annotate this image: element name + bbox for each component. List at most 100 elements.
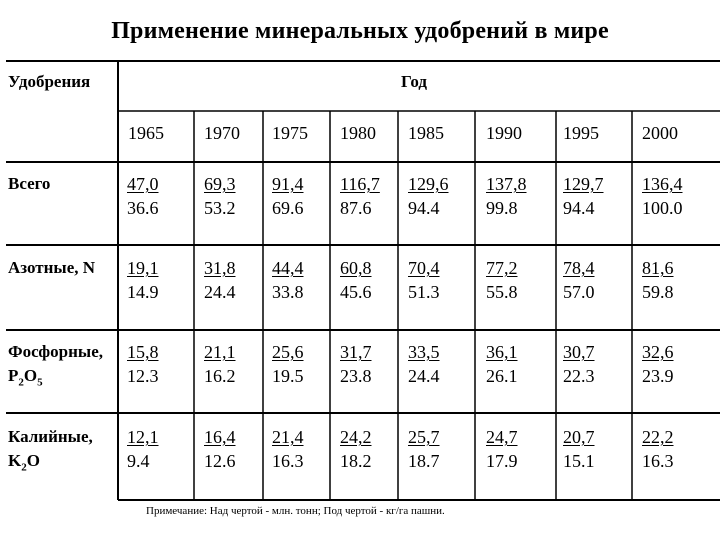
table-cell: 21,4 16.3 (272, 425, 304, 473)
cell-value-per-hectare: 36.6 (127, 198, 159, 218)
table-cell: 25,7 18.7 (408, 425, 440, 473)
cell-value-tonnes: 70,4 (408, 258, 440, 278)
table-cell: 12,1 9.4 (127, 425, 159, 473)
cell-value-per-hectare: 87.6 (340, 198, 372, 218)
year-header: 1975 (272, 123, 308, 143)
cell-value-tonnes: 19,1 (127, 258, 159, 278)
cell-value-per-hectare: 15.1 (563, 451, 595, 471)
table-cell: 78,4 57.0 (563, 256, 595, 304)
cell-value-per-hectare: 57.0 (563, 282, 595, 302)
cell-value-tonnes: 31,8 (204, 258, 236, 278)
table-cell: 116,7 87.6 (340, 172, 380, 220)
cell-value-per-hectare: 69.6 (272, 198, 304, 218)
table-cell: 44,4 33.8 (272, 256, 304, 304)
row-label-phosphorus: Фосфорные, P2O5 (8, 340, 103, 394)
cell-value-tonnes: 47,0 (127, 174, 159, 194)
table-cell: 21,1 16.2 (204, 340, 236, 388)
table-cell: 81,6 59.8 (642, 256, 674, 304)
cell-value-per-hectare: 94.4 (408, 198, 440, 218)
cell-value-per-hectare: 17.9 (486, 451, 518, 471)
year-header: 1965 (128, 123, 164, 143)
cell-value-per-hectare: 22.3 (563, 366, 595, 386)
cell-value-tonnes: 33,5 (408, 342, 440, 362)
column-header-fertilizers: Удобрения (8, 72, 91, 91)
cell-value-per-hectare: 12.6 (204, 451, 236, 471)
table-cell: 70,4 51.3 (408, 256, 440, 304)
cell-value-per-hectare: 9.4 (127, 451, 150, 471)
table-cell: 36,1 26.1 (486, 340, 518, 388)
formula-symbol: O (23, 366, 38, 385)
cell-value-tonnes: 137,8 (486, 174, 527, 194)
formula-symbol: K (8, 451, 22, 470)
table-cell: 31,7 23.8 (340, 340, 372, 388)
cell-value-per-hectare: 12.3 (127, 366, 159, 386)
formula-symbol: O (26, 451, 40, 470)
cell-value-tonnes: 32,6 (642, 342, 674, 362)
table-cell: 91,4 69.6 (272, 172, 304, 220)
cell-value-per-hectare: 24.4 (408, 366, 440, 386)
table-cell: 19,1 14.9 (127, 256, 159, 304)
cell-value-per-hectare: 33.8 (272, 282, 304, 302)
year-header: 1980 (340, 123, 376, 143)
cell-value-per-hectare: 16.3 (272, 451, 304, 471)
table-cell: 20,7 15.1 (563, 425, 595, 473)
row-label-text: Всего (8, 174, 51, 193)
cell-value-tonnes: 12,1 (127, 427, 159, 447)
table-cell: 15,8 12.3 (127, 340, 159, 388)
cell-value-tonnes: 36,1 (486, 342, 518, 362)
cell-value-tonnes: 30,7 (563, 342, 595, 362)
table-cell: 30,7 22.3 (563, 340, 595, 388)
cell-value-tonnes: 69,3 (204, 174, 236, 194)
cell-value-per-hectare: 26.1 (486, 366, 518, 386)
cell-value-tonnes: 77,2 (486, 258, 518, 278)
table-cell: 24,7 17.9 (486, 425, 518, 473)
table-cell: 136,4 100.0 (642, 172, 683, 220)
table-cell: 129,7 94.4 (563, 172, 604, 220)
row-label-text: Азотные, N (8, 258, 96, 277)
page-title: Применение минеральных удобрений в мире (111, 18, 609, 44)
column-header-year: Год (401, 72, 427, 91)
cell-value-tonnes: 129,6 (408, 174, 449, 194)
table-footnote: Примечание: Над чертой - млн. тонн; Под … (146, 505, 445, 517)
year-header: 1990 (486, 123, 522, 143)
formula-subscript: 2 (18, 376, 24, 389)
cell-value-per-hectare: 24.4 (204, 282, 236, 302)
row-label-nitrogen: Азотные, N (8, 256, 95, 280)
cell-value-tonnes: 25,7 (408, 427, 440, 447)
table-cell: 60,8 45.6 (340, 256, 372, 304)
table-cell: 69,3 53.2 (204, 172, 236, 220)
cell-value-per-hectare: 53.2 (204, 198, 236, 218)
table-cell: 25,6 19.5 (272, 340, 304, 388)
cell-value-tonnes: 24,2 (340, 427, 372, 447)
table-cell: 47,0 36.6 (127, 172, 159, 220)
cell-value-tonnes: 31,7 (340, 342, 372, 362)
cell-value-per-hectare: 23.9 (642, 366, 674, 386)
table-cell: 31,8 24.4 (204, 256, 236, 304)
formula-subscript: 5 (37, 376, 43, 389)
cell-value-tonnes: 21,1 (204, 342, 236, 362)
cell-value-tonnes: 22,2 (642, 427, 674, 447)
cell-value-tonnes: 91,4 (272, 174, 304, 194)
cell-value-tonnes: 44,4 (272, 258, 304, 278)
year-header: 2000 (642, 123, 678, 143)
cell-value-per-hectare: 16.3 (642, 451, 674, 471)
cell-value-per-hectare: 99.8 (486, 198, 518, 218)
year-header: 1970 (204, 123, 240, 143)
table-cell: 129,6 94.4 (408, 172, 449, 220)
cell-value-per-hectare: 18.2 (340, 451, 372, 471)
table-cell: 33,5 24.4 (408, 340, 440, 388)
year-header: 1995 (563, 123, 599, 143)
cell-value-tonnes: 60,8 (340, 258, 372, 278)
cell-value-tonnes: 20,7 (563, 427, 595, 447)
table-cell: 22,2 16.3 (642, 425, 674, 473)
cell-value-per-hectare: 18.7 (408, 451, 440, 471)
table-cell: 77,2 55.8 (486, 256, 518, 304)
cell-value-tonnes: 16,4 (204, 427, 236, 447)
cell-value-per-hectare: 23.8 (340, 366, 372, 386)
cell-value-per-hectare: 51.3 (408, 282, 440, 302)
cell-value-tonnes: 81,6 (642, 258, 674, 278)
cell-value-per-hectare: 94.4 (563, 198, 595, 218)
row-label-text: Фосфорные, (8, 342, 104, 361)
formula-symbol: P (8, 366, 19, 385)
